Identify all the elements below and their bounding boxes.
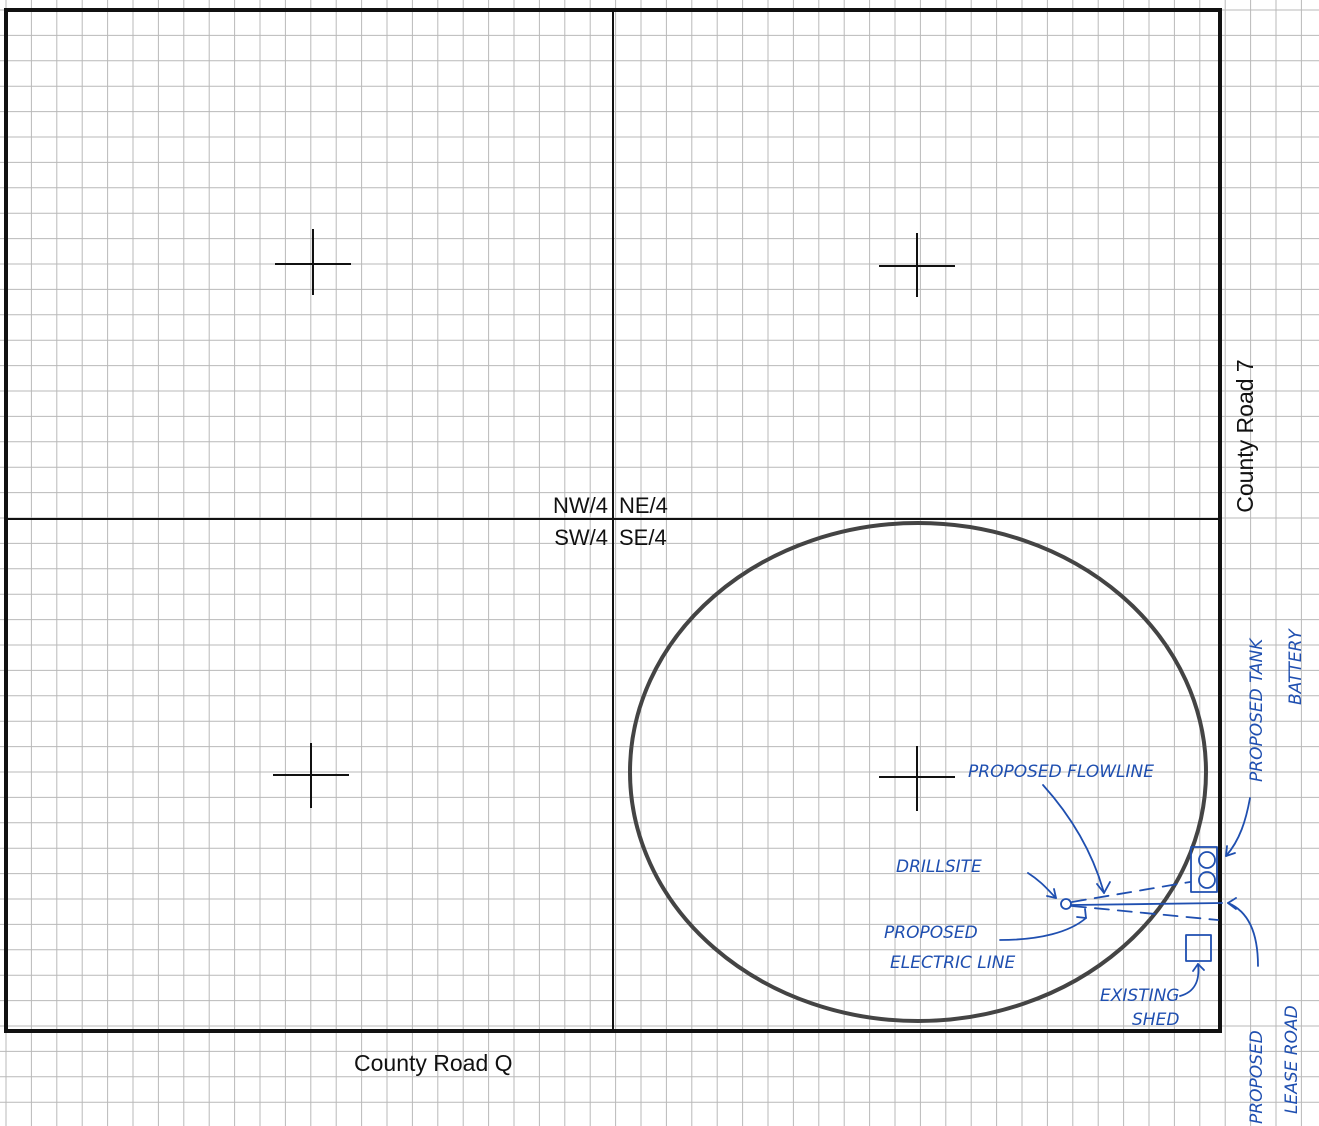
lease-road-leader-arrow [1227, 897, 1259, 967]
shed-leader-arrow [1179, 963, 1205, 997]
road-label-south: County Road Q [354, 1050, 513, 1076]
tank-battery-symbol [1190, 846, 1218, 893]
shed-label-line1: EXISTING [1100, 986, 1179, 1006]
crosshair-se [879, 746, 955, 811]
lease-road-label-line1: PROPOSED [1247, 1030, 1267, 1124]
tank-battery-label-line1: PROPOSED TANK [1247, 637, 1267, 782]
label-nw: NW/4 [553, 493, 608, 518]
proposed-flowline [1071, 881, 1191, 903]
drillsite-leader-arrow [1027, 872, 1057, 899]
crosshair-sw [273, 743, 349, 808]
flowline-leader-arrow [1042, 784, 1111, 894]
label-sw: SW/4 [554, 525, 608, 550]
proposed-lease-road [1071, 902, 1223, 906]
electric-leader-arrow [999, 908, 1087, 941]
tank-battery-label-line2: BATTERY [1286, 628, 1306, 705]
existing-shed-symbol [1185, 934, 1212, 962]
tank-battery-leader-arrow [1225, 797, 1251, 857]
label-ne: NE/4 [619, 493, 668, 518]
electric-label-line2: ELECTRIC LINE [890, 953, 1016, 973]
crosshair-ne [879, 233, 955, 297]
flowline-label: PROPOSED FLOWLINE [968, 762, 1154, 782]
road-label-east: County Road 7 [1232, 359, 1258, 512]
crosshair-nw [275, 229, 351, 295]
lease-road-label-line2: LEASE ROAD [1282, 1005, 1302, 1114]
drillsite-well-marker [1060, 898, 1072, 910]
label-se: SE/4 [619, 525, 667, 550]
drillsite-label: DRILLSITE [896, 857, 982, 877]
proposed-electric-line [1071, 905, 1219, 921]
electric-label-line1: PROPOSED [884, 923, 978, 943]
shed-label-line2: SHED [1132, 1010, 1179, 1030]
spacing-unit-circle [628, 521, 1208, 1023]
